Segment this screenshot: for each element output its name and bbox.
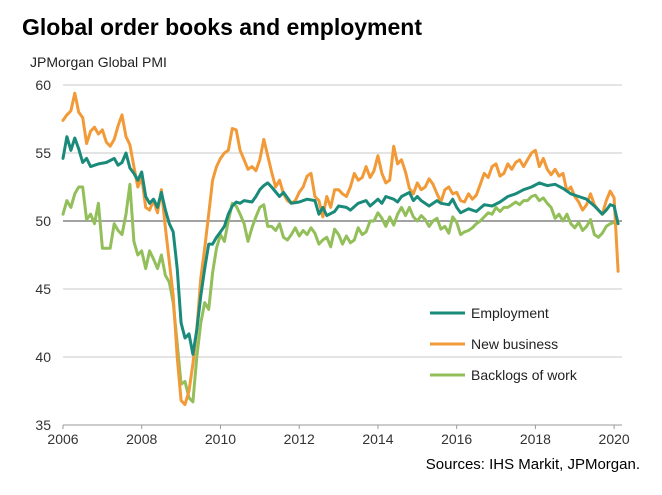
y-tick-label: 50	[35, 213, 51, 229]
series-lines	[61, 91, 620, 407]
chart-subtitle: JPMorgan Global PMI	[30, 54, 167, 70]
legend: Employment New business Backlogs of work	[430, 305, 578, 383]
y-tick-label: 40	[35, 349, 51, 365]
series-line-backlogs-of-work	[61, 182, 620, 404]
x-tick-label: 2012	[284, 431, 315, 447]
y-tick-label: 55	[35, 145, 51, 161]
y-tick-label: 35	[35, 417, 51, 433]
x-tick-label: 2014	[362, 431, 393, 447]
y-tick-label: 45	[35, 281, 51, 297]
x-tick-label: 2006	[47, 431, 78, 447]
x-tick-label: 2010	[205, 431, 236, 447]
legend-label-backlogs-of-work: Backlogs of work	[471, 367, 578, 383]
x-tick-label: 2018	[520, 431, 551, 447]
y-tick-label: 60	[35, 77, 51, 93]
chart-title: Global order books and employment	[22, 14, 423, 40]
x-tick-label: 2020	[599, 431, 630, 447]
series-line-employment	[61, 135, 620, 356]
chart-source-note: Sources: IHS Markit, JPMorgan.	[425, 456, 640, 473]
axes: 35 40 45 50 55 60 2006 2008 2010 2012 2014 2016 2018…	[35, 77, 629, 447]
legend-label-new-business: New business	[471, 336, 558, 352]
x-tick-label: 2016	[441, 431, 472, 447]
x-tick-label: 2008	[126, 431, 157, 447]
legend-label-employment: Employment	[471, 305, 549, 321]
series-line-new-business	[61, 91, 620, 407]
